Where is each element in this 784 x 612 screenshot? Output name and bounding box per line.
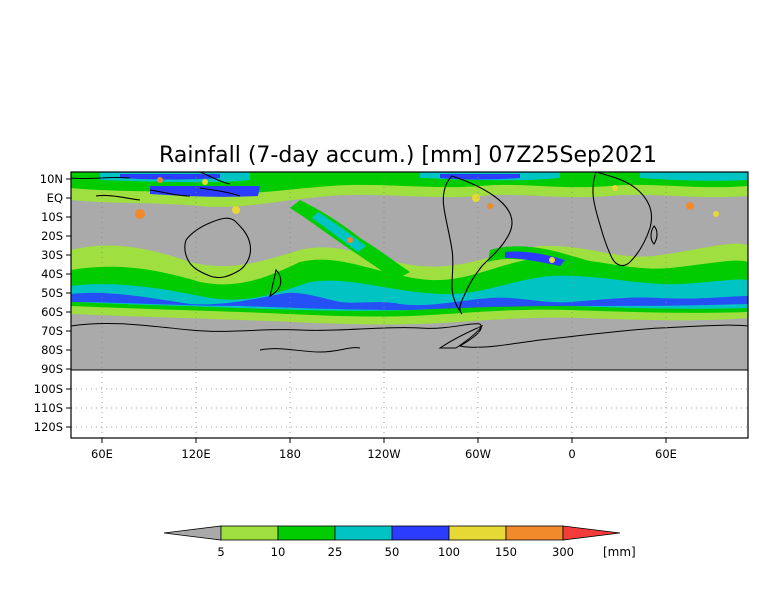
legend-swatch [220,525,279,541]
australia-outline [184,217,252,279]
rain-cell [686,202,694,210]
rain-cell [487,203,493,209]
spcz-band-cyan [312,212,366,252]
indonesia-outline [95,187,241,201]
lon-label: 120W [367,447,400,461]
legend-label: 10 [271,545,286,559]
lon-label: 120E [181,447,210,461]
lat-label: 120S [34,420,63,434]
rain-cell [549,257,555,263]
heavy-rain-cells [135,177,719,263]
legend-label: 100 [438,545,460,559]
ross-ice-shelf [259,347,361,353]
legend-arrow-low [163,525,222,541]
legend-label: 150 [495,545,517,559]
legend-swatch [277,525,336,541]
itcz-band-cyan [100,172,748,183]
legend-label: 5 [217,545,224,559]
south-atlantic-band-blue [505,251,565,266]
lon-label: 180 [279,447,301,461]
legend-arrow-high [562,525,621,541]
lat-label: EQ [47,191,63,205]
legend-label: 300 [552,545,574,559]
lat-label: 90S [41,362,63,376]
lat-label: 70S [41,324,63,338]
lat-label: 20S [41,229,63,243]
lon-label: 0 [568,447,575,461]
legend-swatch [391,525,450,541]
lat-label: 10N [40,172,63,186]
rain-bands [71,172,748,325]
lat-label: 40S [41,267,63,281]
continents [70,171,658,315]
south-america-outline [442,175,513,315]
lat-label: 80S [41,343,63,357]
madagascar-outline [650,225,658,245]
rain-cell [713,211,719,217]
legend-swatch [448,525,507,541]
legend-unit: [mm] [603,545,636,559]
southern-ocean-band-blue [71,292,748,310]
rain-cell [612,185,618,191]
lat-label: 50S [41,286,63,300]
rain-cell [232,206,240,214]
legend-swatch [505,525,564,541]
asia-coast-outline [70,171,231,185]
rain-cell [135,209,145,219]
rain-cell [347,237,353,243]
legend-label: 50 [385,545,400,559]
rain-cell [202,179,208,185]
map-title: Rainfall (7-day accum.) [mm] 07Z25Sep202… [159,143,657,168]
new-zealand-outline [269,268,282,298]
rain-cell [472,194,480,202]
lat-label: 30S [41,248,63,262]
lat-label: 110S [34,401,63,415]
lon-label: 60W [465,447,491,461]
lat-label: 100S [34,382,63,396]
latitude-axis: 10N EQ 10S 20S 30S 40S 50S 60S 70S 80S 9… [34,172,71,434]
africa-outline [592,171,653,267]
longitude-axis: 60E 120E 180 120W 60W 0 60E [91,438,677,461]
lat-label: 60S [41,305,63,319]
color-legend: 5 10 25 50 100 150 300 [mm] [163,525,636,559]
map-frame [70,171,749,439]
legend-label: 25 [328,545,343,559]
map-panel: 10N EQ 10S 20S 30S 40S 50S 60S 70S 80S 9… [34,171,749,461]
rain-cell [157,177,163,183]
antarctic-peninsula [438,324,484,349]
legend-swatch [334,525,393,541]
lon-label: 60E [91,447,113,461]
antarctica [70,322,749,371]
lon-label: 60E [655,447,677,461]
lat-label: 10S [41,210,63,224]
